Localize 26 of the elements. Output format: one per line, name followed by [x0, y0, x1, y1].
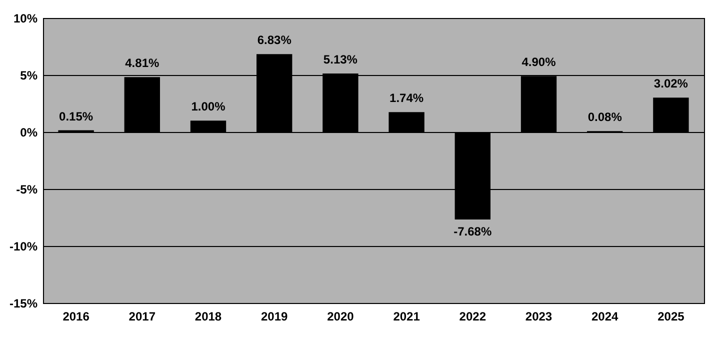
x-tick-label: 2017 — [128, 310, 156, 324]
y-tick-label: 5% — [20, 68, 38, 82]
data-label: 6.83% — [257, 33, 292, 48]
y-tick-label: -15% — [9, 296, 38, 310]
x-tick-label: 2024 — [592, 310, 619, 324]
x-tick-label: 2016 — [62, 310, 90, 324]
x-tick-label: 2022 — [459, 310, 486, 324]
data-label: 0.15% — [59, 109, 94, 124]
x-tick-label: 2020 — [327, 310, 354, 324]
data-label: 5.13% — [323, 52, 358, 67]
data-label: 1.00% — [191, 100, 226, 114]
data-label: 1.74% — [390, 91, 424, 106]
x-tick-label: 2025 — [658, 310, 685, 324]
x-tick-label: 2021 — [393, 310, 420, 324]
x-tick-label: 2019 — [261, 310, 288, 324]
y-tick-label: -5% — [16, 182, 38, 196]
data-label: 0.08% — [588, 110, 622, 124]
y-tick-label: -10% — [9, 240, 38, 254]
y-tick-label: 0% — [20, 126, 38, 140]
data-label: 4.81% — [125, 56, 160, 70]
data-label: 3.02% — [654, 76, 688, 91]
x-tick-label: 2018 — [194, 310, 222, 324]
data-label: 4.90% — [522, 55, 556, 70]
x-tick-label: 2023 — [525, 310, 552, 324]
data-label: -7.68% — [454, 224, 492, 239]
y-tick-label: 10% — [13, 12, 38, 26]
